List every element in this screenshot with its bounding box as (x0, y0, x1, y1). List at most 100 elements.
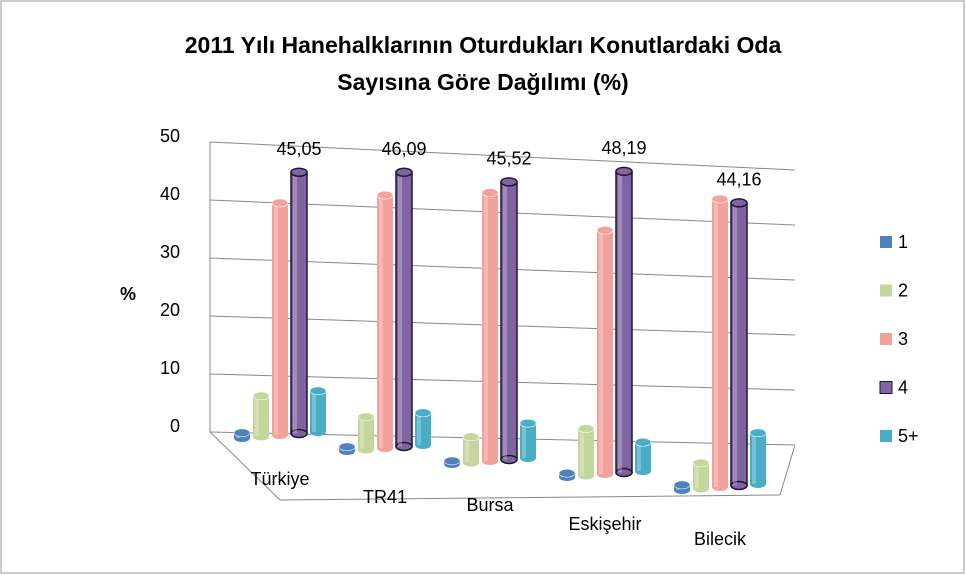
bar-shade (695, 462, 699, 489)
bar-top (730, 198, 748, 208)
bar-top (558, 468, 576, 478)
bar-body (750, 432, 766, 484)
bar-bottom (597, 470, 613, 478)
legend-label: 3 (898, 329, 908, 349)
bar-top (414, 408, 432, 418)
legend-swatch (880, 430, 892, 442)
bar (338, 442, 356, 455)
bar-shade (293, 172, 297, 434)
bar (730, 198, 748, 491)
bar-shade (733, 202, 737, 486)
bar-top (233, 428, 251, 438)
bar-top (357, 412, 375, 422)
bar-bottom (750, 480, 766, 488)
y-tick-label: 50 (160, 126, 180, 146)
bar (596, 225, 614, 478)
x-tick-label: Türkiye (250, 469, 309, 489)
bar-top (338, 442, 356, 452)
bar (558, 468, 576, 481)
bar-bottom (358, 445, 374, 454)
x-tick-label: Eskişehir (568, 514, 641, 534)
bar-shade (312, 390, 316, 432)
bar-top (271, 198, 289, 208)
floor-edge (779, 444, 796, 496)
legend-label: 1 (898, 232, 908, 252)
bar-body (597, 230, 613, 474)
bar-top (749, 428, 767, 438)
bar-top (376, 190, 394, 200)
bar-body (272, 203, 288, 435)
data-label: 44,16 (716, 170, 761, 190)
floor-edge (209, 431, 281, 501)
chart-title: Sayısına Göre Dağılımı (%) (337, 69, 628, 95)
bar-bottom (615, 467, 633, 478)
bar-bottom (395, 441, 413, 452)
grid-line (209, 141, 796, 171)
bar-shade (274, 203, 278, 435)
bar-top (692, 458, 710, 468)
bar-shade (503, 181, 507, 460)
y-tick-label: 10 (160, 358, 180, 378)
bar-top (395, 167, 413, 178)
bar-body (310, 390, 326, 432)
bar-bottom (310, 428, 326, 436)
bar-top (711, 194, 729, 204)
bar-shade (417, 412, 421, 445)
bar-shade (484, 192, 488, 461)
bar (376, 190, 394, 452)
bar-bottom (253, 432, 269, 441)
bar (290, 167, 308, 439)
bar-top (462, 432, 480, 442)
bar-shade (360, 416, 364, 450)
x-tick-label: Bursa (466, 495, 514, 515)
legend-swatch (880, 236, 892, 248)
bar-body (635, 442, 651, 471)
bar-shade (580, 428, 584, 476)
bar-top (519, 418, 537, 428)
bar-body (377, 195, 393, 448)
bar-top (596, 225, 614, 235)
bar-top (500, 177, 518, 187)
bar (634, 437, 652, 475)
bar-bottom (272, 431, 288, 439)
floor-edge (279, 494, 781, 501)
bar-body (712, 199, 728, 487)
bar-bottom (520, 454, 536, 462)
legend-label: 2 (898, 280, 908, 300)
bar (233, 428, 251, 442)
bar-body (358, 416, 374, 450)
bar (692, 458, 710, 493)
bar-bottom (712, 483, 728, 491)
bar (749, 428, 767, 488)
y-tick-label: 40 (160, 184, 180, 204)
bar (357, 412, 375, 454)
data-label: 45,05 (276, 139, 321, 159)
data-label: 45,52 (486, 149, 531, 169)
bar (252, 391, 270, 441)
bar-top (615, 166, 633, 177)
bar-bottom (500, 454, 518, 465)
y-tick-label: 0 (170, 416, 180, 436)
bar-shade (599, 230, 603, 474)
bar-bottom (578, 471, 594, 480)
y-tick-label: 30 (160, 242, 180, 262)
bar (577, 424, 595, 480)
bar-body (482, 192, 498, 461)
bar-bottom (635, 467, 651, 475)
legend-swatch (879, 381, 893, 394)
x-tick-label: Bilecik (694, 529, 747, 549)
bar (443, 456, 461, 468)
legend-label: 5+ (898, 426, 919, 446)
bar (500, 177, 518, 465)
bar (481, 188, 499, 465)
bar-bottom (730, 480, 748, 491)
bar-bottom (290, 428, 308, 439)
bar (462, 432, 480, 467)
y-tick-label: 20 (160, 300, 180, 320)
data-label: 46,09 (381, 139, 426, 159)
bar-shade (637, 442, 641, 471)
bar-top (481, 188, 499, 197)
bar-bottom (693, 484, 709, 493)
legend-label: 4 (898, 377, 908, 397)
